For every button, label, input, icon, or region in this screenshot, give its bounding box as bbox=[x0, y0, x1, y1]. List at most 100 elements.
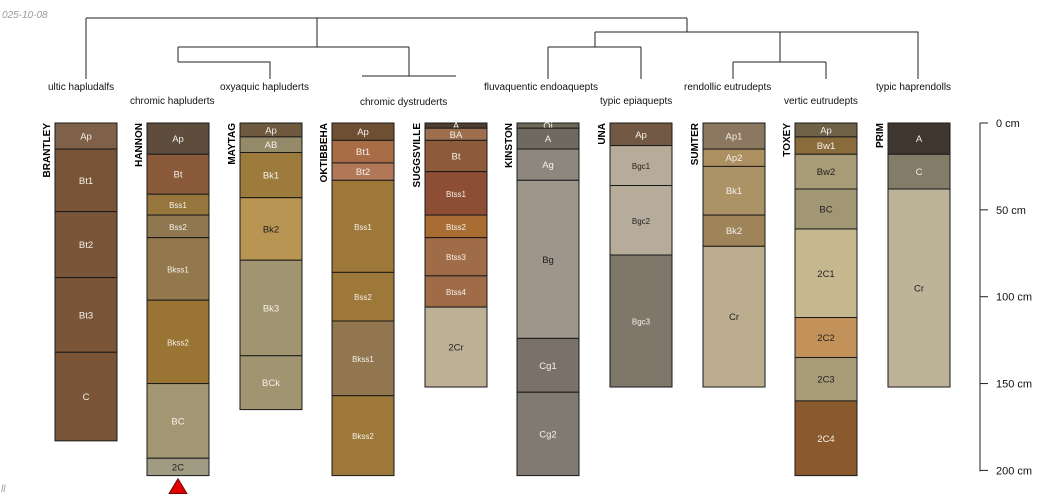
horizon-label: Bgc1 bbox=[632, 162, 651, 171]
profile-name: UNA bbox=[597, 123, 608, 145]
horizon-label: Bss1 bbox=[169, 201, 187, 210]
horizon-label: 2C1 bbox=[817, 269, 834, 280]
corner-mark: ll bbox=[1, 484, 6, 495]
horizon-label: Bw1 bbox=[817, 141, 835, 152]
horizon-maytag-bk2 bbox=[239, 197, 303, 261]
horizon-brantley-bt2 bbox=[54, 211, 118, 279]
horizon-label: Ap bbox=[80, 132, 92, 143]
horizon-label: Bt1 bbox=[356, 147, 370, 158]
profile-name: SUGGSVILLE bbox=[412, 123, 423, 188]
profile-name: PRIM bbox=[875, 123, 886, 148]
horizon-label: Btss1 bbox=[446, 190, 467, 199]
horizon-label: C bbox=[916, 167, 923, 178]
depth-tick-label: 200 cm bbox=[996, 465, 1032, 477]
depth-tick-label: 100 cm bbox=[996, 292, 1032, 304]
dendrogram-root bbox=[316, 17, 919, 79]
horizon-label: Ap bbox=[820, 125, 832, 136]
horizon-label: Bss2 bbox=[169, 223, 187, 232]
horizon-label: Ap bbox=[265, 125, 277, 136]
horizon-kinston-bg bbox=[516, 179, 580, 339]
taxon-label: vertic eutrudepts bbox=[784, 96, 858, 107]
depth-axis: 0 cm 50 cm 100 cm 150 cm 200 cm bbox=[979, 118, 1032, 477]
dendrogram-left-clade bbox=[85, 17, 456, 79]
horizon-una-bgc3 bbox=[609, 254, 673, 388]
horizon-label: 2C bbox=[172, 462, 184, 473]
horizon-label: Btss2 bbox=[446, 223, 467, 232]
profile-name: TOXEY bbox=[782, 123, 793, 157]
horizon-label: Ap bbox=[635, 130, 647, 141]
horizon-label: Ap1 bbox=[726, 132, 743, 143]
horizon-label: A bbox=[545, 134, 552, 145]
horizon-maytag-bk1 bbox=[239, 152, 303, 199]
bottom-marker-triangle bbox=[168, 477, 188, 495]
horizon-maytag-bck bbox=[239, 355, 303, 411]
profile-maytag: MAYTAG Ap AB Bk1 Bk2 Bk3 BCk bbox=[227, 122, 303, 411]
horizon-label: A bbox=[916, 134, 923, 145]
horizon-label: Bg bbox=[542, 255, 554, 266]
horizon-label: Bgc3 bbox=[632, 318, 651, 327]
profile-kinston: KINSTON Oi A Ag Bg Cg1 Cg2 bbox=[504, 121, 580, 477]
taxon-label: fluvaquentic endoaquepts bbox=[484, 82, 598, 93]
horizon-label: Bt2 bbox=[79, 240, 93, 251]
horizon-toxey-2c4 bbox=[794, 400, 858, 477]
horizon-suggsville-2cr bbox=[424, 306, 488, 388]
horizon-brantley-ap bbox=[54, 122, 118, 150]
horizon-prim-cr bbox=[887, 188, 951, 388]
soil-profiles: BRANTLEY Ap Bt1 Bt2 Bt3 C HANNON Ap Bt Bss1 Bss2 Bk… bbox=[42, 121, 951, 495]
horizon-oktibbeha-bkss1 bbox=[331, 320, 395, 397]
profile-toxey: TOXEY Ap Bw1 Bw2 BC 2C1 2C2 2C3 2C4 bbox=[782, 122, 858, 477]
horizon-sumter-bk1 bbox=[702, 165, 766, 216]
taxon-label: chromic hapluderts bbox=[130, 96, 214, 107]
horizon-label: Bw2 bbox=[817, 167, 835, 178]
profile-oktibbeha: OKTIBBEHA Ap Bt1 Bt2 Bss1 Bss2 Bkss1 Bkss2 bbox=[319, 122, 395, 477]
horizon-label: Bss2 bbox=[354, 293, 372, 302]
horizon-label: Oi bbox=[543, 121, 553, 132]
horizon-suggsville-btss1 bbox=[424, 171, 488, 216]
horizon-label: Bkss1 bbox=[167, 265, 189, 274]
horizon-label: Bkss1 bbox=[352, 355, 374, 364]
horizon-suggsville-btss3 bbox=[424, 237, 488, 277]
taxon-label: typic epiaquepts bbox=[600, 96, 672, 107]
horizon-brantley-c bbox=[54, 351, 118, 442]
profile-brantley: BRANTLEY Ap Bt1 Bt2 Bt3 C bbox=[42, 122, 118, 442]
horizon-label: Btss3 bbox=[446, 253, 467, 262]
horizon-label: 2C3 bbox=[817, 375, 834, 386]
horizon-label: Bt bbox=[452, 152, 461, 163]
horizon-label: 2C4 bbox=[817, 434, 834, 445]
profile-name: MAYTAG bbox=[227, 123, 238, 165]
profile-name: OKTIBBEHA bbox=[319, 123, 330, 182]
horizon-label: Bt1 bbox=[79, 176, 93, 187]
profile-name: HANNON bbox=[134, 123, 145, 167]
horizon-label: Bk1 bbox=[726, 186, 742, 197]
horizon-label: Bt2 bbox=[356, 167, 370, 178]
horizon-label: Bgc2 bbox=[632, 217, 651, 226]
horizon-hannon-2c bbox=[146, 457, 210, 477]
horizon-label: BA bbox=[450, 130, 463, 141]
profile-name: BRANTLEY bbox=[42, 123, 53, 178]
horizon-label: Bss1 bbox=[354, 223, 372, 232]
taxa-labels: ultic hapludalfs chromic hapluderts oxya… bbox=[48, 82, 951, 108]
horizon-label: Btss4 bbox=[446, 288, 467, 297]
horizon-label: Cr bbox=[914, 284, 924, 295]
horizon-label: Bk2 bbox=[263, 224, 279, 235]
horizon-kinston-cg2 bbox=[516, 391, 580, 477]
horizon-label: BC bbox=[171, 416, 184, 427]
horizon-una-bgc2 bbox=[609, 185, 673, 256]
horizon-label: Cg2 bbox=[539, 429, 556, 440]
horizon-kinston-cg1 bbox=[516, 337, 580, 393]
horizon-maytag-bk3 bbox=[239, 259, 303, 357]
horizon-label: A bbox=[453, 121, 460, 132]
horizon-toxey-2c3 bbox=[794, 356, 858, 402]
profile-sumter: SUMTER Ap1 Ap2 Bk1 Bk2 Cr bbox=[690, 122, 766, 388]
horizon-hannon-ap bbox=[146, 122, 210, 155]
horizon-label: Ap bbox=[357, 127, 369, 138]
profile-name: KINSTON bbox=[504, 123, 515, 168]
horizon-label: Ag bbox=[542, 160, 554, 171]
horizon-label: Bkss2 bbox=[352, 432, 374, 441]
dendrogram bbox=[85, 17, 919, 79]
taxon-label: typic haprendolls bbox=[876, 82, 951, 93]
horizon-label: Ap2 bbox=[726, 153, 743, 164]
horizon-oktibbeha-bss2 bbox=[331, 271, 395, 322]
horizon-oktibbeha-bkss2 bbox=[331, 395, 395, 477]
